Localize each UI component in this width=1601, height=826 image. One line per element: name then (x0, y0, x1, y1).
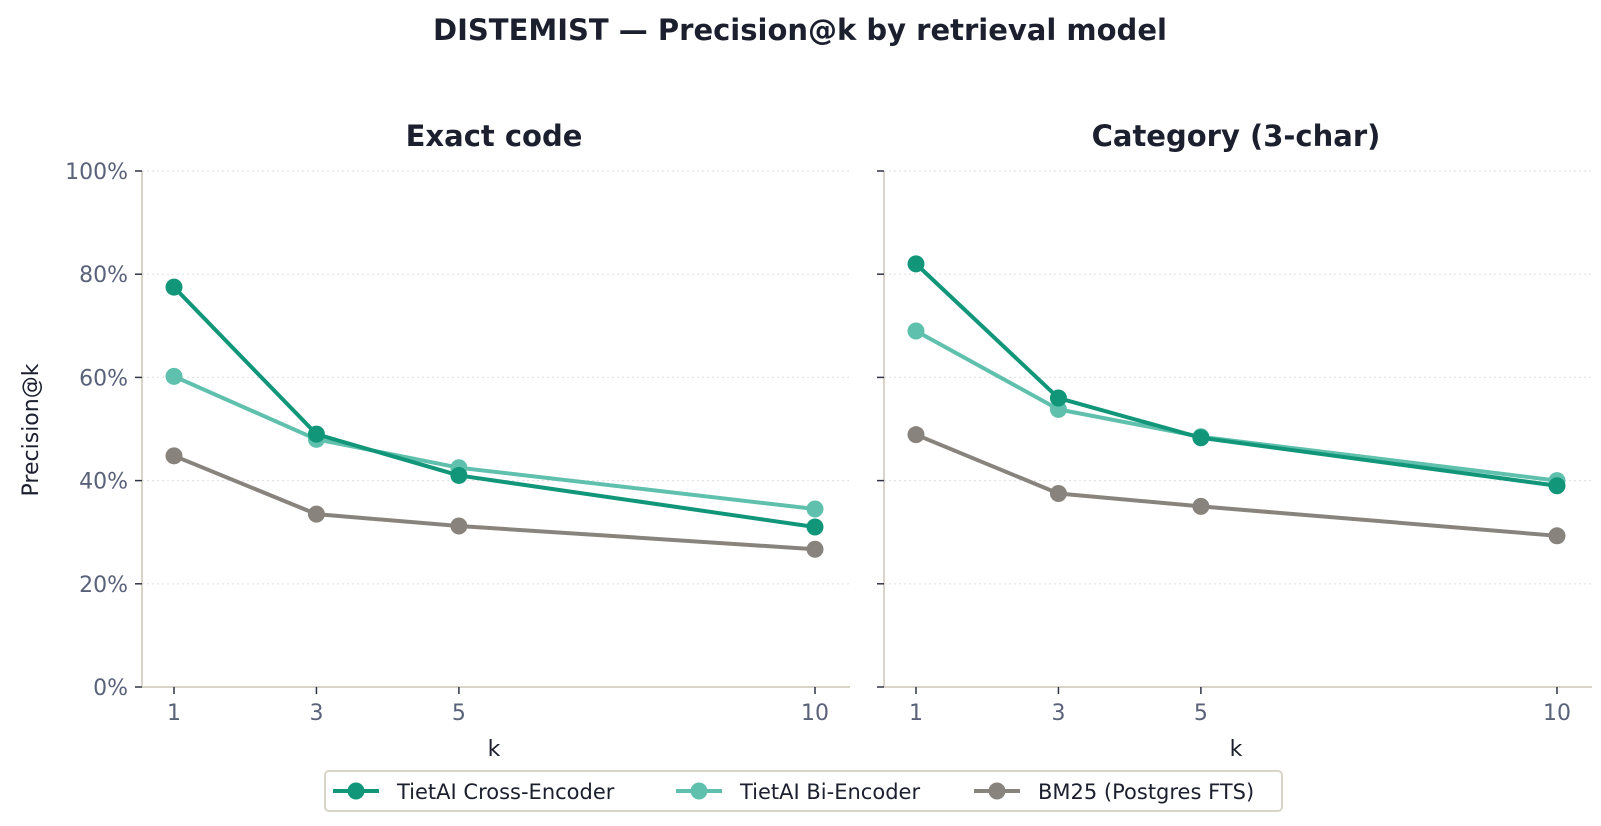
series-line (914, 262, 1558, 488)
data-point (806, 518, 824, 536)
panel-exact-code: Exact code 0% 20% 40% 60% 80% 100% 1 3 5 10 k (65, 119, 850, 762)
y-tick-label: 60% (79, 366, 128, 391)
y-tick-label: 40% (79, 470, 128, 495)
x-tick-label: 5 (452, 701, 466, 726)
data-point (1192, 429, 1210, 447)
legend-swatch-marker (347, 782, 365, 800)
data-point (907, 255, 925, 273)
x-tick-label: 3 (1051, 701, 1065, 726)
y-tick-label: 100% (65, 160, 128, 185)
data-point (806, 540, 824, 558)
data-point (307, 505, 325, 523)
data-point (165, 278, 183, 296)
y-tick-label: 80% (79, 263, 128, 288)
series-line (173, 374, 816, 511)
legend-item: TietAI Bi-Encoder (676, 780, 920, 804)
x-tick-label: 10 (801, 701, 829, 726)
x-axis-label: k (488, 737, 501, 762)
panel-category-3char: Category (3-char) 1 3 5 10 k (877, 119, 1592, 762)
legend-label: BM25 (Postgres FTS) (1038, 780, 1254, 804)
data-point (1548, 477, 1566, 495)
y-tick-label: 0% (93, 676, 128, 701)
x-tick-label: 3 (309, 701, 323, 726)
legend-swatch-marker (690, 782, 708, 800)
panel-title: Category (3-char) (1092, 119, 1381, 153)
legend-box (324, 770, 1283, 812)
data-point (1548, 527, 1566, 545)
series-line (915, 329, 1558, 483)
x-tick-label: 1 (167, 701, 181, 726)
x-axis-label: k (1230, 737, 1243, 762)
series-line (172, 285, 816, 530)
data-point (450, 466, 468, 484)
data-point (806, 500, 824, 518)
data-point (307, 425, 325, 443)
x-tick-label: 1 (909, 701, 923, 726)
legend-swatch-marker (988, 782, 1006, 800)
series-line (915, 432, 1558, 538)
data-point (165, 367, 183, 385)
y-tick-label: 20% (79, 573, 128, 598)
legend-label: TietAI Cross-Encoder (396, 780, 615, 804)
legend-item: TietAI Cross-Encoder (333, 780, 615, 804)
x-tick-label: 10 (1543, 701, 1571, 726)
series-line (173, 453, 816, 552)
data-point (450, 517, 468, 535)
data-point (907, 426, 925, 444)
data-point (1049, 485, 1067, 502)
legend: TietAI Cross-Encoder TietAI Bi-Encoder BM2… (324, 770, 1283, 812)
data-point (165, 447, 183, 465)
x-tick-label: 5 (1194, 701, 1208, 726)
chart-title: DISTEMIST — Precision@k by retrieval mod… (433, 13, 1167, 47)
data-point (907, 322, 925, 340)
legend-item: BM25 (Postgres FTS) (974, 780, 1254, 804)
data-point (1192, 497, 1210, 515)
y-axis-label: Precision@k (19, 363, 44, 496)
panel-title: Exact code (406, 119, 583, 153)
data-point (1049, 389, 1067, 407)
legend-label: TietAI Bi-Encoder (739, 780, 920, 804)
